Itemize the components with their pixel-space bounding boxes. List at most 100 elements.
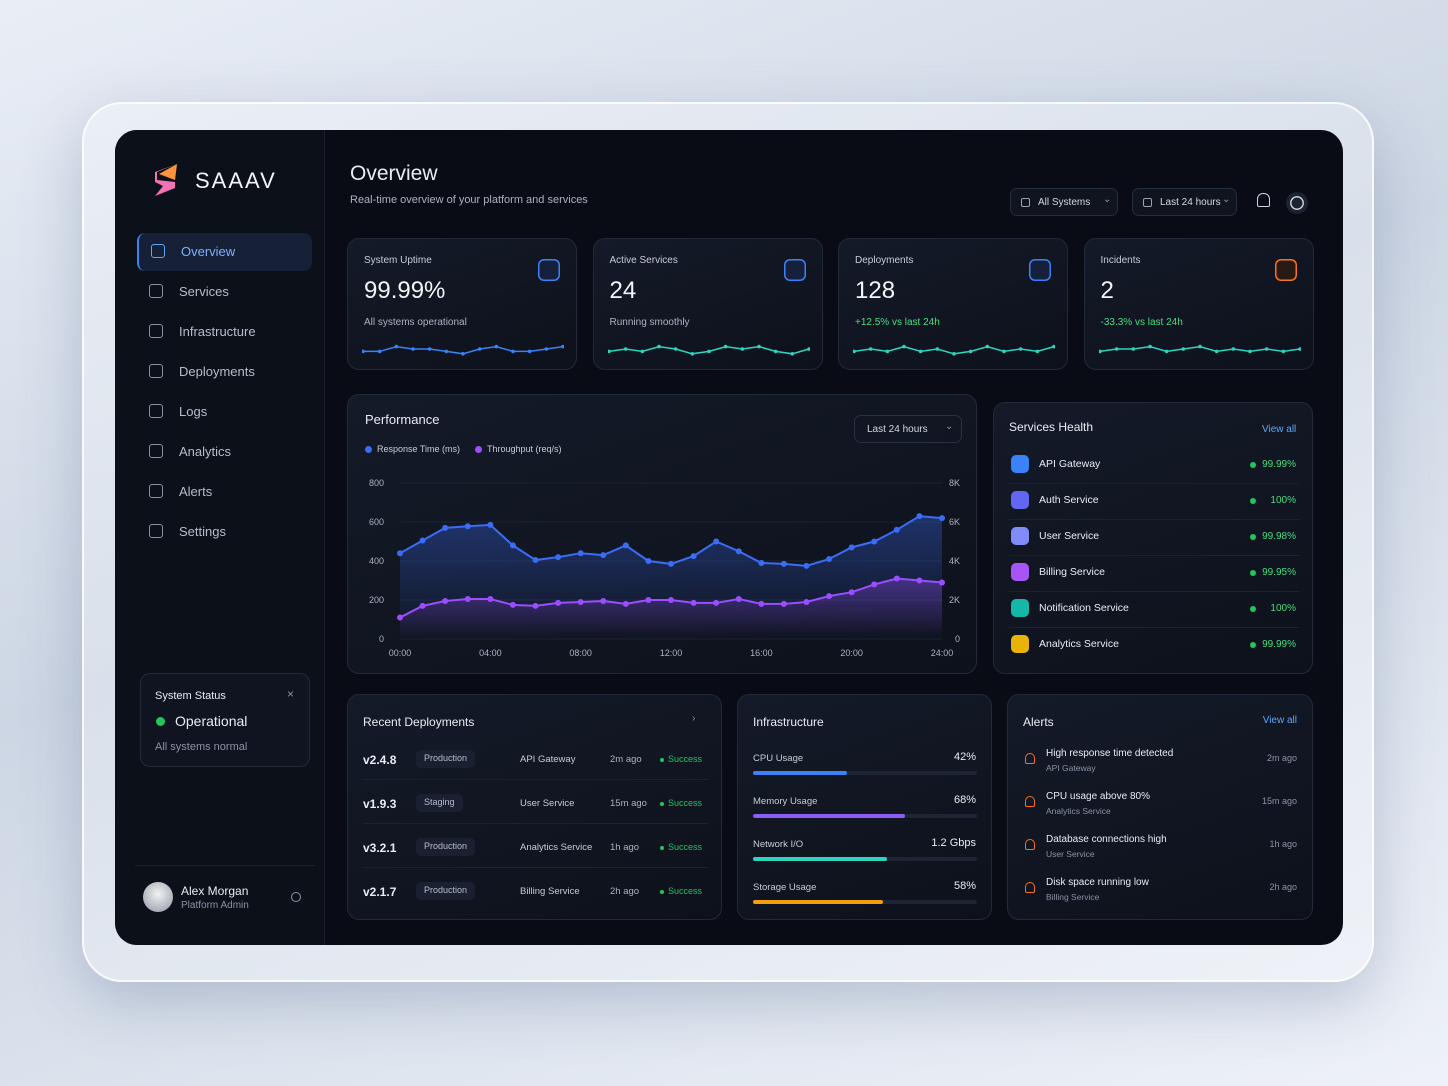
filter-label: Last 24 hours [1160, 197, 1221, 208]
logo-icon [155, 164, 177, 196]
y2-tick-label: 0 [955, 634, 960, 644]
nav-item[interactable]: Settings [137, 513, 312, 551]
status-dot [660, 846, 664, 850]
data-point [939, 579, 945, 586]
nav-label: Settings [179, 524, 226, 539]
data-point [397, 550, 403, 557]
sparkline-point [607, 349, 611, 354]
filter-dropdown[interactable]: All Systems ⌄ [1010, 188, 1118, 216]
settings-button[interactable] [1286, 192, 1308, 214]
user-menu[interactable] [291, 892, 301, 902]
status-dot [1250, 462, 1256, 468]
sparkline-point [868, 347, 873, 351]
status-dot [660, 802, 664, 806]
metric-value: 68% [953, 794, 976, 806]
service: User Service [520, 798, 575, 809]
nav-item[interactable]: Analytics [137, 433, 312, 471]
stat-note: Running smoothly [609, 317, 690, 328]
page-subtitle: Real-time overview of your platform and … [350, 194, 588, 206]
data-point [645, 558, 652, 564]
chart-svg [155, 164, 177, 196]
stat-card: Active Services 24 Running smoothly [592, 238, 823, 370]
data-point [871, 581, 878, 588]
nav-item[interactable]: Logs [137, 393, 312, 431]
data-point [397, 614, 403, 621]
data-point [464, 596, 471, 603]
nav-item[interactable]: Alerts [137, 473, 312, 511]
view-all-link[interactable]: View all [1262, 715, 1297, 726]
nav-label: Alerts [179, 484, 213, 499]
filter-dropdown[interactable]: Last 24 hours ⌄ [1132, 188, 1237, 216]
sparkline-point [656, 344, 661, 349]
sparkline-point [885, 349, 890, 354]
metric-bar [753, 857, 888, 861]
stat-value: 2 [1100, 277, 1114, 304]
data-point [893, 575, 900, 582]
notification-button[interactable] [1257, 193, 1270, 207]
row-divider [363, 867, 708, 868]
stat-title: Deployments [855, 255, 914, 266]
sparkline-point [1114, 347, 1118, 351]
alert-title: Database connections high [1046, 834, 1167, 845]
data-point [622, 542, 629, 549]
data-point [442, 597, 449, 604]
alerts-card: Alerts View all High response time detecte… [1007, 694, 1313, 920]
alert-source: User Service [1046, 849, 1095, 859]
x-tick-label: 12:00 [660, 648, 683, 658]
nav-label: Services [179, 284, 229, 299]
service-uptime: 100% [1270, 495, 1296, 506]
sparkline-point [427, 347, 432, 351]
sparkline-point [411, 347, 415, 351]
close-icon[interactable]: × [287, 687, 295, 701]
stat-icon [783, 259, 806, 281]
more-icon[interactable]: › [692, 713, 696, 724]
sparkline-point [1035, 349, 1040, 354]
data-point [803, 562, 810, 569]
view-all-link[interactable]: View all [1262, 424, 1297, 435]
sparkline-point [561, 344, 564, 349]
version: v2.4.8 [363, 753, 397, 767]
nav-item[interactable]: Overview [137, 233, 312, 271]
y2-tick-label: 8K [949, 478, 960, 488]
status-title: System Status [155, 690, 226, 702]
metric-label: CPU Usage [753, 753, 804, 764]
alert-icon [1025, 796, 1035, 807]
data-point [487, 596, 494, 603]
sparkline-point [1297, 347, 1301, 351]
filter-label: All Systems [1038, 197, 1091, 208]
row-divider [1009, 483, 1299, 484]
data-point [893, 526, 900, 533]
alert-icon [1025, 882, 1035, 893]
alert-time: 2h ago [1269, 882, 1297, 892]
data-point [758, 559, 765, 566]
alert-icon [1025, 839, 1035, 850]
system-status: System Status × Operational All systems nor… [140, 673, 310, 767]
performance-card: Performance Last 24 hours ⌄ Response Time (… [347, 394, 977, 674]
sparkline-point [935, 347, 940, 351]
status: Success [668, 754, 703, 764]
x-tick-label: 20:00 [840, 648, 863, 658]
alert-time: 2m ago [1266, 753, 1297, 763]
stat-icon [538, 259, 560, 281]
nav-item[interactable]: Services [137, 273, 312, 311]
service-name: API Gateway [1039, 458, 1101, 470]
data-point [622, 600, 629, 607]
status: Success [668, 798, 703, 808]
service-icon [1011, 599, 1029, 617]
service-name: Auth Service [1039, 494, 1099, 506]
sparkline-point [1197, 344, 1202, 349]
time: 2m ago [610, 754, 642, 765]
nav-item[interactable]: Infrastructure [137, 313, 312, 351]
data-point [600, 597, 607, 604]
sparkline-point [1052, 344, 1055, 349]
data-point [735, 596, 742, 603]
row-divider [1009, 591, 1299, 592]
nav-item[interactable]: Deployments [137, 353, 312, 391]
nav-icon [149, 404, 163, 418]
range-dropdown[interactable]: Last 24 hours ⌄ [854, 415, 962, 443]
sparkline-point [1098, 349, 1102, 354]
data-point [803, 598, 810, 605]
service-icon [1011, 491, 1029, 509]
section-title: Infrastructure [753, 715, 824, 729]
sparkline-point [1147, 344, 1152, 349]
